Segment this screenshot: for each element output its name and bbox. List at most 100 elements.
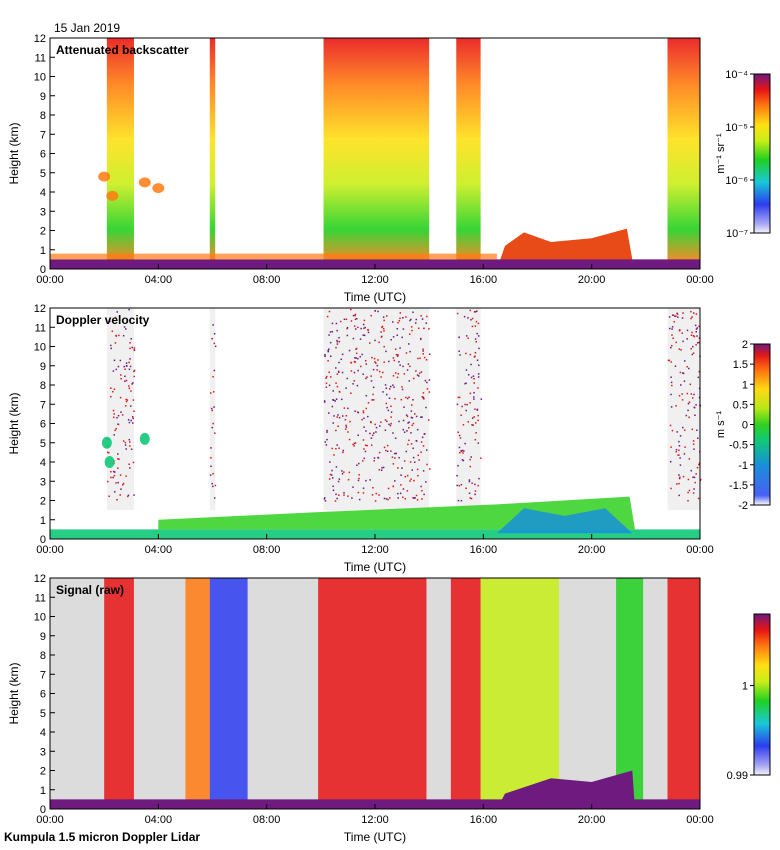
velocity-speckle [473, 396, 475, 398]
colorbar-tick-label: 0 [742, 420, 748, 432]
velocity-speckle [402, 317, 404, 319]
velocity-speckle [346, 326, 349, 329]
velocity-speckle [480, 398, 483, 400]
velocity-speckle [399, 347, 401, 349]
velocity-speckle [127, 494, 130, 497]
velocity-speckle [119, 474, 122, 476]
velocity-speckle [338, 447, 340, 449]
velocity-speckle [357, 326, 359, 329]
x-tick-label: 16:00 [470, 274, 498, 286]
velocity-speckle [369, 432, 371, 435]
velocity-speckle [133, 347, 136, 349]
velocity-speckle [114, 316, 117, 319]
velocity-speckle [477, 442, 480, 444]
velocity-speckle [470, 456, 473, 458]
velocity-speckle [133, 375, 135, 378]
velocity-speckle [384, 384, 387, 386]
velocity-speckle [373, 457, 376, 459]
velocity-speckle [401, 496, 404, 499]
velocity-speckle [348, 438, 351, 441]
velocity-speckle [355, 352, 358, 355]
velocity-speckle [694, 324, 697, 327]
velocity-speckle [698, 325, 700, 328]
velocity-speckle [335, 447, 337, 450]
velocity-speckle [210, 457, 212, 459]
velocity-speckle [132, 417, 134, 420]
velocity-speckle [413, 377, 415, 380]
velocity-speckle [401, 386, 403, 388]
velocity-speckle [477, 322, 480, 325]
velocity-speckle [420, 337, 422, 340]
cloud-velocity-blob [139, 432, 150, 445]
velocity-speckle [327, 360, 329, 362]
velocity-speckle [474, 493, 476, 496]
velocity-speckle [331, 322, 334, 325]
cloud-blob [152, 183, 165, 194]
velocity-speckle [328, 412, 330, 414]
velocity-speckle [460, 483, 463, 486]
velocity-speckle [416, 428, 419, 431]
velocity-speckle [365, 363, 368, 365]
velocity-speckle [691, 345, 694, 348]
velocity-speckle [696, 466, 699, 469]
velocity-speckle [693, 476, 696, 479]
velocity-speckle [212, 472, 214, 475]
velocity-speckle [359, 356, 361, 358]
velocity-speckle [212, 375, 214, 378]
velocity-speckle [695, 328, 698, 330]
velocity-speckle [329, 461, 331, 463]
velocity-speckle [367, 329, 369, 331]
velocity-speckle [400, 398, 403, 401]
velocity-speckle [354, 410, 356, 412]
x-tick-label: 12:00 [361, 274, 389, 286]
velocity-speckle [480, 457, 482, 459]
velocity-speckle [669, 424, 672, 427]
y-tick-label: 9 [40, 361, 46, 373]
velocity-speckle [394, 397, 396, 400]
velocity-speckle [692, 440, 695, 442]
velocity-speckle [124, 375, 126, 378]
velocity-speckle [372, 368, 375, 371]
velocity-speckle [470, 376, 473, 379]
velocity-speckle [387, 487, 390, 490]
velocity-speckle [683, 360, 686, 362]
velocity-speckle [668, 316, 671, 318]
colorbar-gradient [753, 73, 771, 234]
velocity-speckle [690, 334, 693, 337]
velocity-speckle [329, 376, 332, 378]
velocity-speckle [426, 315, 428, 318]
velocity-speckle [324, 500, 327, 502]
velocity-speckle [681, 317, 684, 319]
velocity-speckle [372, 399, 375, 401]
velocity-speckle [671, 334, 673, 336]
velocity-speckle [125, 328, 127, 330]
velocity-speckle [338, 371, 340, 373]
velocity-speckle [374, 423, 376, 426]
velocity-speckle [374, 500, 377, 502]
velocity-speckle [670, 376, 672, 378]
velocity-speckle [671, 314, 674, 316]
velocity-speckle [407, 443, 409, 446]
velocity-speckle [378, 451, 381, 454]
velocity-speckle [358, 462, 360, 465]
velocity-speckle [415, 440, 418, 442]
velocity-speckle [354, 313, 357, 316]
velocity-speckle [112, 390, 114, 393]
velocity-speckle [423, 398, 425, 400]
velocity-speckle [120, 488, 122, 490]
velocity-speckle [375, 362, 377, 364]
velocity-speckle [331, 469, 333, 472]
velocity-speckle [392, 357, 395, 359]
velocity-speckle [333, 454, 335, 456]
velocity-speckle [425, 406, 427, 409]
velocity-speckle [670, 381, 673, 384]
velocity-speckle [429, 468, 431, 470]
velocity-speckle [478, 364, 480, 367]
velocity-speckle [470, 497, 473, 500]
velocity-speckle [693, 488, 695, 490]
y-tick-label: 6 [40, 419, 46, 431]
velocity-speckle [410, 443, 413, 445]
colorbar-tick-label: 10⁻⁵ [725, 122, 748, 134]
cloud-velocity-blob [104, 456, 115, 468]
velocity-speckle [332, 422, 334, 424]
